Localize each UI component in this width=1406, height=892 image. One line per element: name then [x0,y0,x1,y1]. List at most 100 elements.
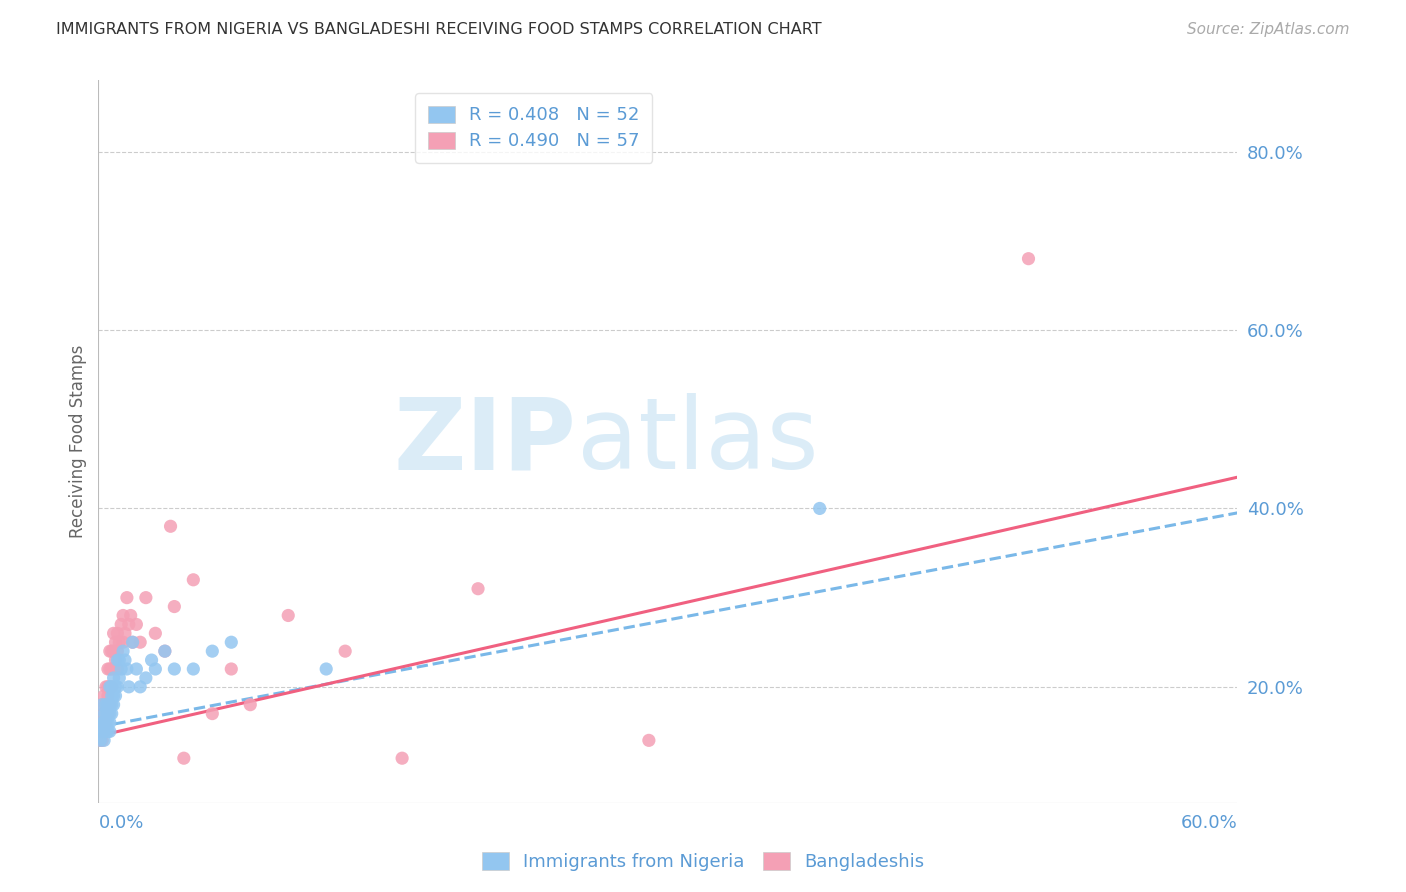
Point [91,715,114,730]
Point [91,698,114,712]
Point [97,715,120,730]
Text: 60.0%: 60.0% [1181,814,1237,831]
Point [94,680,117,694]
Point [103,644,125,658]
Point [183,573,205,587]
Point [335,644,357,658]
Point [104,680,127,694]
Legend: R = 0.408   N = 52, R = 0.490   N = 57: R = 0.408 N = 52, R = 0.490 N = 57 [415,93,652,163]
Point [97,724,120,739]
Point [121,635,143,649]
Point [93,724,115,739]
Point [112,644,135,658]
Point [183,662,205,676]
Point [277,608,299,623]
Point [112,608,135,623]
Point [97,662,120,676]
Point [98,680,121,694]
Point [98,715,121,730]
Point [391,751,413,765]
Point [153,644,176,658]
Point [97,689,120,703]
Point [1018,252,1040,266]
Point [104,635,127,649]
Point [159,519,181,533]
Point [467,582,489,596]
Point [91,724,114,739]
Point [239,698,262,712]
Point [108,653,131,667]
Point [98,706,121,721]
Point [104,689,127,703]
Point [100,680,122,694]
Point [103,689,125,703]
Point [107,680,129,694]
Text: ZIP: ZIP [394,393,576,490]
Point [103,671,125,685]
Point [108,671,131,685]
Point [94,715,117,730]
Point [173,751,195,765]
Point [638,733,661,747]
Point [93,733,115,747]
Point [108,635,131,649]
Point [107,644,129,658]
Point [115,662,138,676]
Point [98,662,121,676]
Point [112,635,135,649]
Point [94,715,117,730]
Point [115,591,138,605]
Point [135,671,157,685]
Point [98,680,121,694]
Point [163,599,186,614]
Point [93,706,115,721]
Point [93,724,115,739]
Point [114,626,136,640]
Point [135,591,157,605]
Point [129,635,152,649]
Point [94,698,117,712]
Point [221,635,243,649]
Point [107,662,129,676]
Point [221,662,243,676]
Point [97,706,120,721]
Point [91,715,114,730]
Y-axis label: Receiving Food Stamps: Receiving Food Stamps [69,345,87,538]
Point [145,662,167,676]
Point [89,733,111,747]
Point [94,706,117,721]
Point [91,698,114,712]
Point [315,662,337,676]
Point [125,617,148,632]
Point [118,680,141,694]
Point [98,644,121,658]
Point [98,724,121,739]
Point [100,680,122,694]
Point [201,706,224,721]
Point [103,698,125,712]
Point [125,662,148,676]
Point [145,626,167,640]
Point [89,733,111,747]
Point [100,689,122,703]
Point [120,608,142,623]
Point [93,689,115,703]
Point [91,733,114,747]
Point [121,635,143,649]
Point [100,698,122,712]
Point [118,617,141,632]
Point [94,724,117,739]
Point [98,698,121,712]
Point [93,706,115,721]
Point [107,653,129,667]
Point [110,662,132,676]
Text: 0.0%: 0.0% [98,814,143,831]
Point [93,715,115,730]
Point [114,653,136,667]
Point [808,501,831,516]
Point [97,698,120,712]
Point [97,706,120,721]
Point [163,662,186,676]
Text: atlas: atlas [576,393,818,490]
Point [94,698,117,712]
